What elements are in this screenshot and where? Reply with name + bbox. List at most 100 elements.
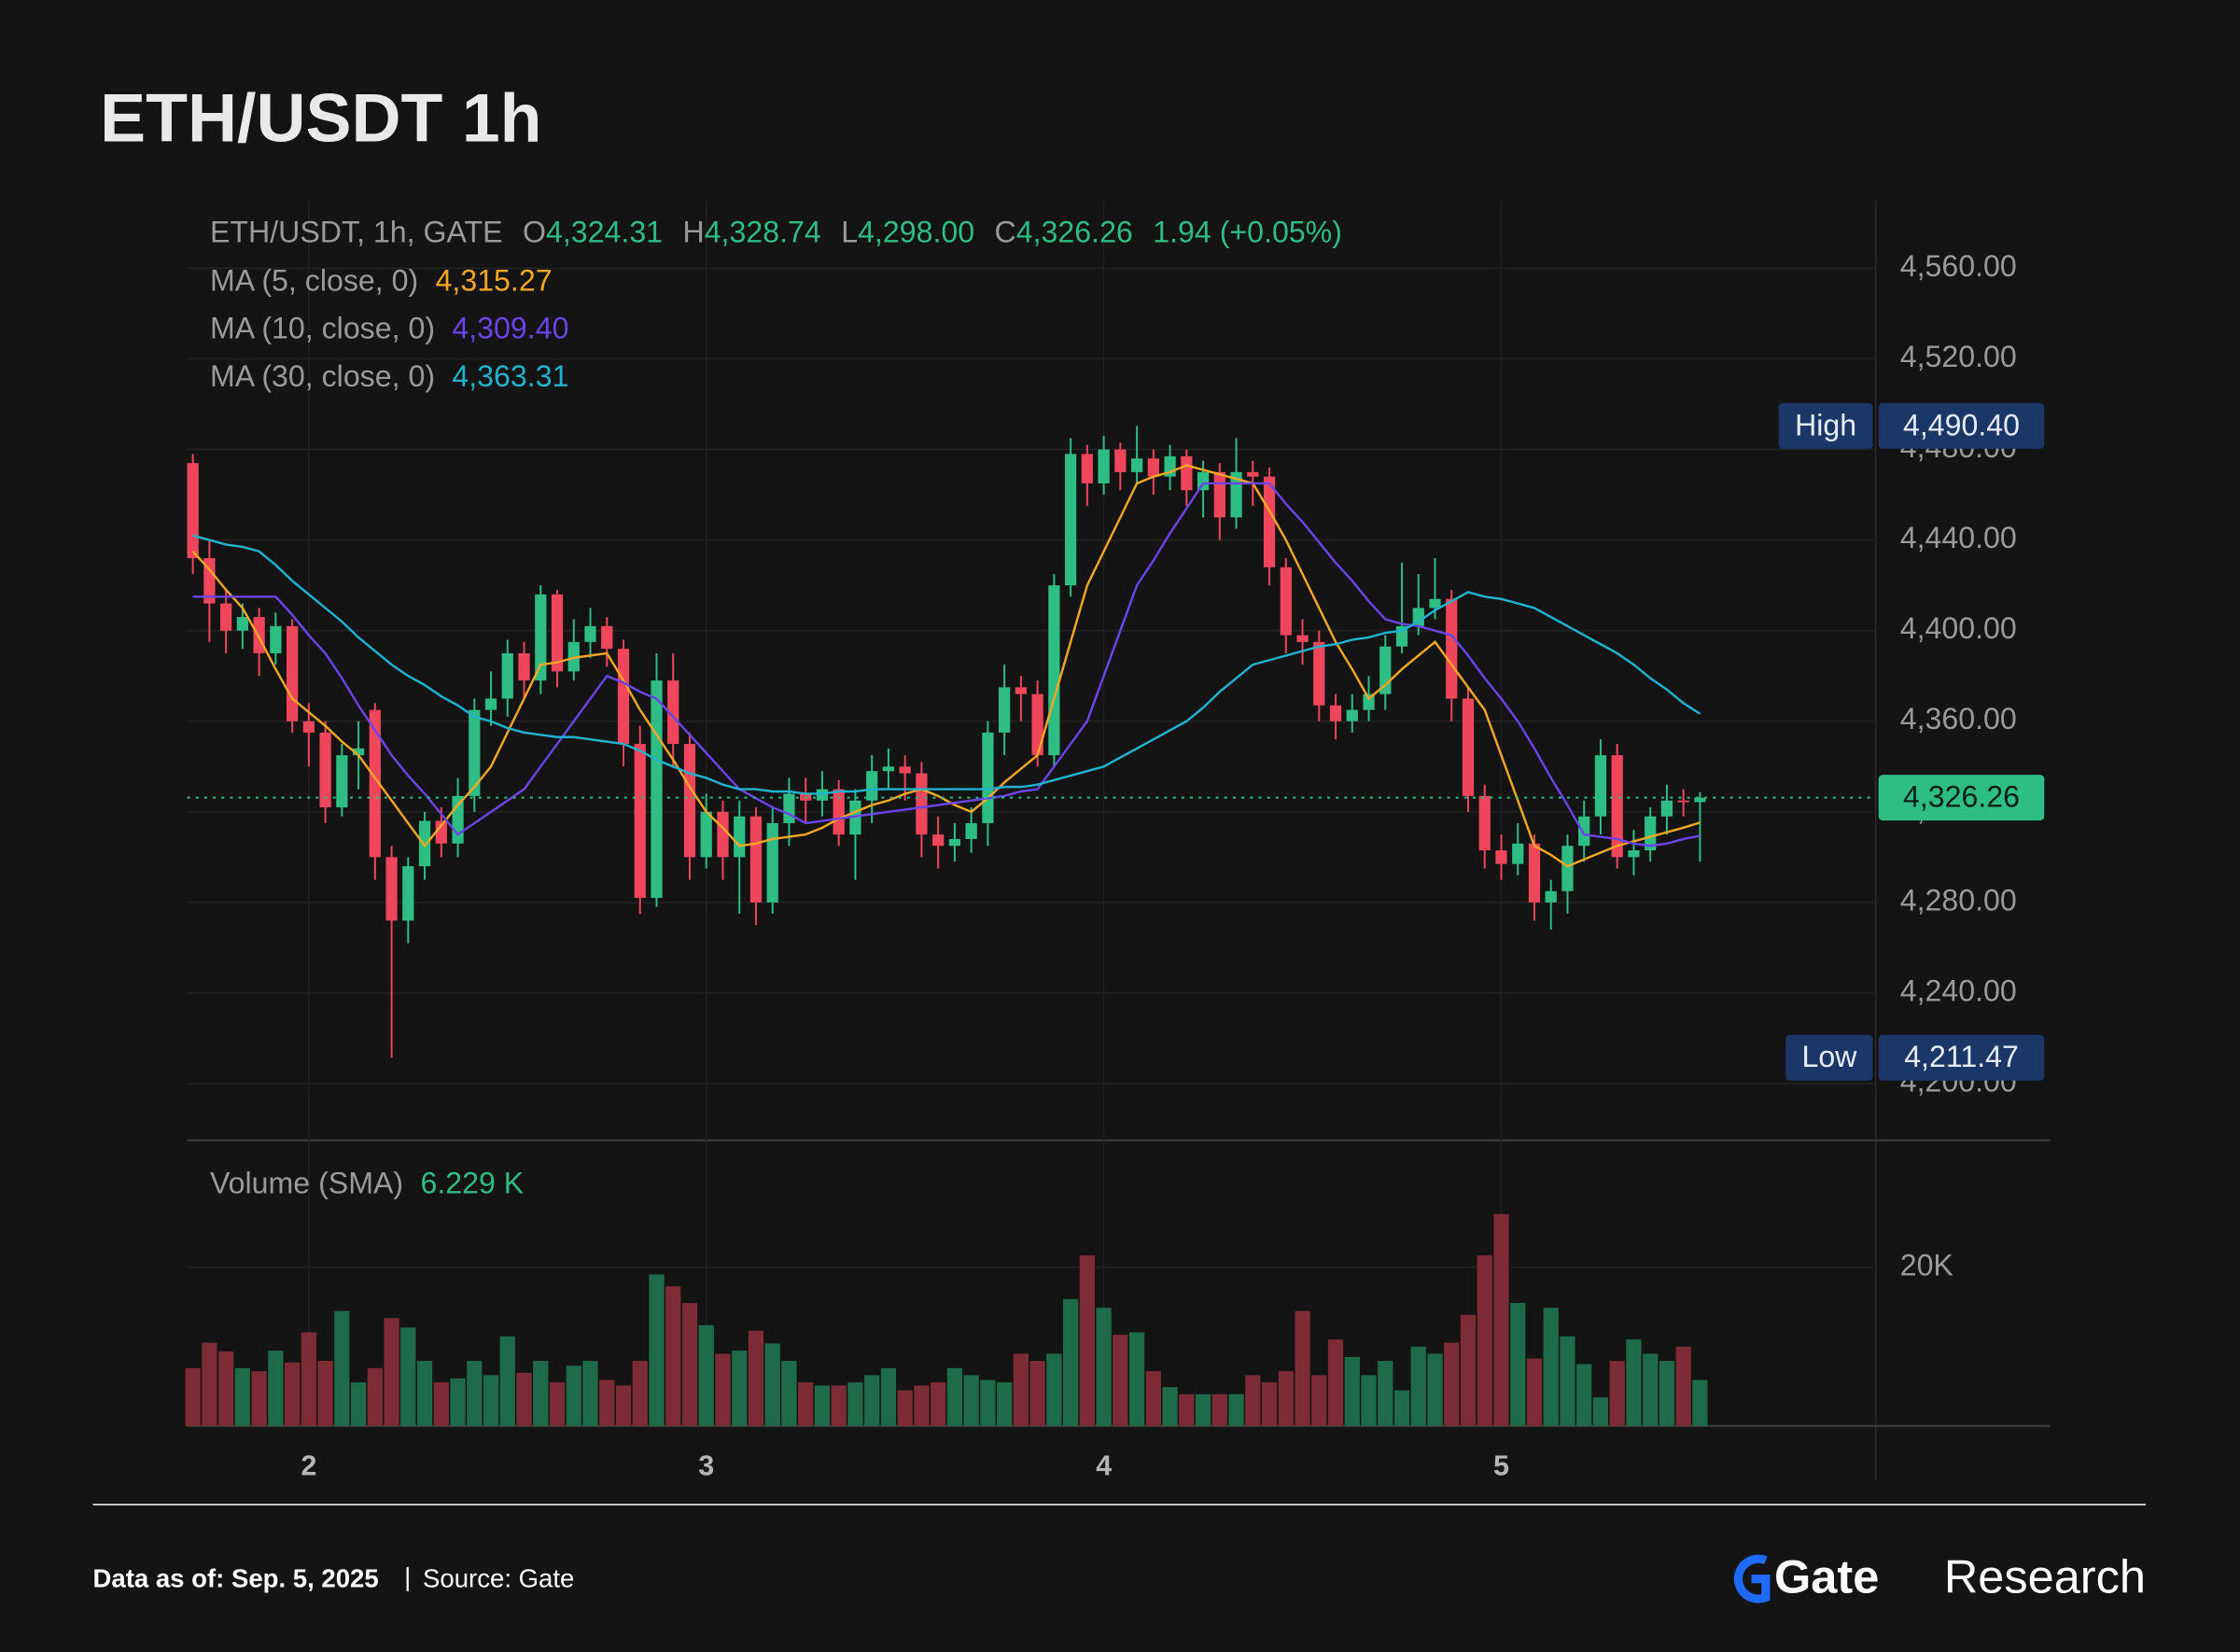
volume-bar xyxy=(980,1379,996,1426)
candle-body xyxy=(1495,850,1507,864)
candle-body xyxy=(1611,755,1623,858)
candle-body xyxy=(1694,797,1706,803)
marker-value: 4,211.47 xyxy=(1904,1040,2019,1073)
volume-bar xyxy=(681,1303,698,1426)
volume-bar xyxy=(251,1371,267,1426)
candle-body xyxy=(352,748,365,756)
candle-body xyxy=(700,811,712,858)
volume-bar xyxy=(268,1351,284,1426)
volume-bar xyxy=(1063,1298,1079,1426)
candle-body xyxy=(1512,843,1524,864)
candle-body xyxy=(667,680,679,745)
legend-item: MA (5, close, 0) 4,315.27 xyxy=(210,264,553,298)
legend-value: 4,363.31 xyxy=(452,359,568,393)
volume-bar xyxy=(1378,1361,1393,1426)
volume-bar xyxy=(1228,1393,1244,1426)
candle-body xyxy=(1280,567,1292,636)
volume-bar xyxy=(1145,1371,1161,1426)
volume-bar xyxy=(1029,1361,1045,1426)
candle-body xyxy=(1081,454,1093,483)
candle-body xyxy=(1015,687,1028,694)
volume-bar xyxy=(450,1378,466,1426)
candle-body xyxy=(899,766,911,774)
y-tick-label: 4,520.00 xyxy=(1900,340,2017,373)
volume-bar xyxy=(1211,1393,1227,1426)
volume-bar xyxy=(764,1343,780,1426)
volume-bar xyxy=(798,1382,814,1426)
candle-body xyxy=(982,732,994,823)
candle-body xyxy=(336,755,348,807)
volume-bar xyxy=(1261,1382,1278,1426)
candle-body xyxy=(1213,471,1225,518)
legend-name: MA (5, close, 0) xyxy=(210,264,418,298)
volume-bar xyxy=(483,1375,499,1426)
last-price-label: 4,326.26 xyxy=(1903,780,2020,814)
volume-bar xyxy=(1427,1353,1443,1426)
volume-bar xyxy=(1327,1339,1344,1426)
marker-value: 4,490.40 xyxy=(1903,408,2020,441)
candle-body xyxy=(1031,693,1043,756)
volume-bar xyxy=(301,1332,316,1426)
volume-bar xyxy=(566,1365,581,1426)
volume-sma: 6.229 K xyxy=(420,1167,524,1200)
volume-bar xyxy=(732,1351,748,1426)
candle-body xyxy=(882,766,895,772)
volume-bar xyxy=(715,1353,731,1426)
marker-label: Low xyxy=(1801,1040,1857,1073)
volume-bar xyxy=(1410,1346,1426,1426)
candle-body xyxy=(203,558,216,604)
footer-separator: | xyxy=(404,1562,411,1591)
legend-item: MA (30, close, 0) 4,363.31 xyxy=(210,359,568,393)
volume-bar xyxy=(880,1367,897,1426)
y-tick-label: 4,560.00 xyxy=(1900,249,2017,283)
volume-tick-label: 20K xyxy=(1900,1248,1954,1281)
candle-body xyxy=(518,652,530,681)
marker-label-bg xyxy=(1778,402,1873,449)
candle-body xyxy=(932,834,945,847)
volume-bar xyxy=(931,1382,946,1426)
candle-body xyxy=(187,463,199,559)
volume-bar xyxy=(350,1382,367,1426)
volume-bar xyxy=(218,1351,234,1426)
candle-body xyxy=(1114,449,1127,472)
volume-bar xyxy=(1162,1387,1178,1426)
header-key: O xyxy=(523,216,546,249)
legend-item: MA (10, close, 0) 4,309.40 xyxy=(210,312,568,345)
volume-bar xyxy=(202,1342,217,1426)
candle-body xyxy=(916,773,928,835)
chart-title: ETH/USDT 1h xyxy=(100,78,541,156)
x-tick-label: 4 xyxy=(1096,1449,1112,1481)
candle-body xyxy=(1561,846,1574,891)
candle-body xyxy=(1064,454,1077,586)
candle-body xyxy=(1329,705,1342,721)
candle-body xyxy=(452,795,464,844)
candle-body xyxy=(469,709,481,796)
brand-icon xyxy=(1733,1554,1771,1603)
candle-body xyxy=(369,709,381,858)
volume-bar xyxy=(1626,1339,1642,1426)
volume-bar xyxy=(317,1361,333,1426)
volume-bar xyxy=(416,1361,433,1426)
volume-bar xyxy=(665,1286,681,1426)
header-change: 1.94 (+0.05%) xyxy=(1153,216,1342,249)
candle-body xyxy=(866,771,878,801)
volume-bar xyxy=(1079,1255,1095,1426)
legend-name: MA (10, close, 0) xyxy=(210,312,435,345)
volume-bar xyxy=(1046,1353,1062,1426)
marker-value-bg xyxy=(1878,402,2045,449)
volume-bar xyxy=(1576,1364,1592,1426)
header-symbol: ETH/USDT, 1h, GATE xyxy=(210,216,503,249)
volume-bar xyxy=(997,1382,1013,1426)
candle-body xyxy=(1130,458,1143,472)
volume-bar xyxy=(1510,1303,1526,1426)
volume-bar xyxy=(1013,1353,1029,1426)
candle-body xyxy=(948,838,961,847)
candle-body xyxy=(236,617,248,631)
volume-bar xyxy=(632,1361,648,1426)
candle-body xyxy=(1645,816,1657,851)
candle-body xyxy=(1478,795,1491,851)
header-key: L xyxy=(841,216,858,249)
header-value: 4,328.74 xyxy=(705,216,821,249)
candle-body xyxy=(1462,698,1475,796)
